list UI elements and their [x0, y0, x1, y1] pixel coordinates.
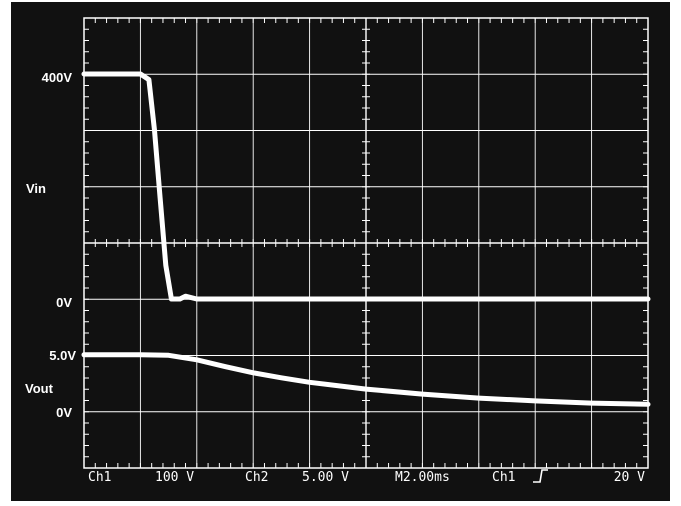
- ch2-scale: 5.00 V: [302, 470, 349, 485]
- ch1-label: Ch1: [88, 470, 111, 485]
- ch2-label: Ch2: [245, 470, 268, 485]
- trigger-slope-icon: [533, 469, 548, 483]
- graticule: [83, 17, 649, 469]
- vout-zero-label: 0V: [56, 405, 72, 420]
- trace-vout: [81, 352, 651, 407]
- vin-zero-label: 0V: [56, 295, 72, 310]
- timebase-readout: M2.00ms: [395, 470, 450, 485]
- trigger-source: Ch1: [492, 470, 515, 485]
- vout-level-label: 5.0V: [49, 348, 76, 363]
- trace-vin: [81, 71, 651, 302]
- traces: [81, 71, 651, 407]
- trigger-level: 20 V: [614, 470, 645, 485]
- vin-trace-label: Vin: [26, 181, 46, 196]
- vout-trace-label: Vout: [25, 381, 54, 396]
- screen-background: [11, 2, 670, 501]
- ch1-scale: 100 V: [155, 470, 194, 485]
- vin-level-label: 400V: [42, 70, 73, 85]
